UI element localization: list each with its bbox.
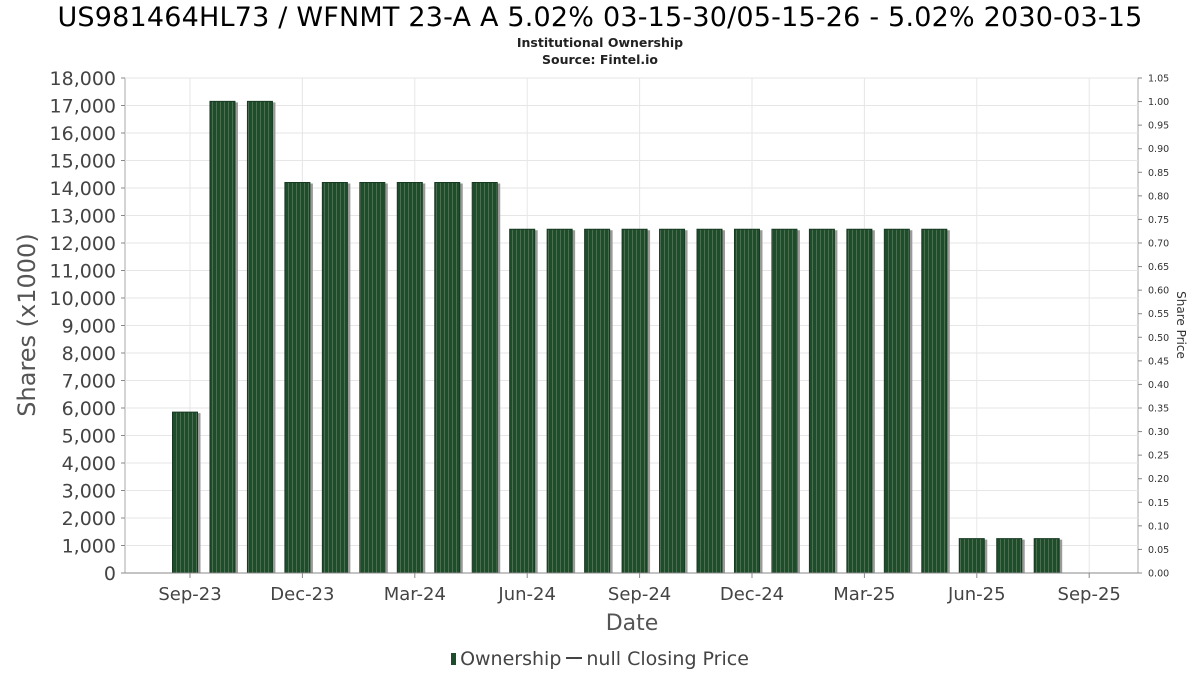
chart-source: Source: Fintel.io xyxy=(542,52,658,67)
y2-axis-label: Share Price xyxy=(1174,291,1188,359)
ownership-bar xyxy=(696,228,723,574)
y-tick-label: 7,000 xyxy=(62,371,116,393)
y-tick-label: 16,000 xyxy=(50,123,116,145)
x-axis-label: Date xyxy=(606,611,659,636)
ownership-bar xyxy=(846,228,873,574)
y-tick-label: 0 xyxy=(104,563,116,585)
x-tick-label: Jun-24 xyxy=(497,584,556,605)
ownership-bar xyxy=(209,100,236,574)
price-legend-label: null Closing Price xyxy=(586,648,749,670)
ownership-bar xyxy=(359,182,386,574)
ownership-bar xyxy=(172,411,198,574)
ownership-bar xyxy=(883,228,910,574)
y2-tick-label: 0.90 xyxy=(1148,144,1169,155)
ownership-bar xyxy=(659,228,686,574)
y2-tick-label: 0.30 xyxy=(1148,427,1169,438)
x-tick-label: Sep-24 xyxy=(608,584,671,605)
y-tick-label: 5,000 xyxy=(62,426,116,448)
ownership-bar xyxy=(1033,538,1060,574)
y-tick-label: 18,000 xyxy=(50,68,116,90)
y-tick-label: 6,000 xyxy=(62,398,116,420)
y2-tick-label: 0.05 xyxy=(1148,545,1169,556)
x-tick-label: Sep-23 xyxy=(158,584,221,605)
ownership-bar xyxy=(996,538,1023,574)
chart-legend: Ownership null Closing Price xyxy=(0,648,1200,670)
y-tick-label: 3,000 xyxy=(62,481,116,503)
ownership-legend-swatch xyxy=(451,653,457,665)
y-tick-label: 13,000 xyxy=(50,206,116,228)
y2-tick-label: 0.80 xyxy=(1148,191,1169,202)
y2-tick-label: 0.95 xyxy=(1148,121,1169,132)
y-tick-label: 1,000 xyxy=(62,536,116,558)
y-tick-label: 17,000 xyxy=(50,96,116,118)
y2-tick-label: 0.50 xyxy=(1148,333,1169,344)
x-tick-label: Dec-23 xyxy=(270,584,334,605)
y-tick-label: 11,000 xyxy=(50,261,116,283)
y-tick-label: 2,000 xyxy=(62,508,116,530)
y-tick-label: 9,000 xyxy=(62,316,116,338)
ownership-bar xyxy=(321,182,348,574)
y2-tick-label: 1.00 xyxy=(1148,97,1169,108)
y2-tick-label: 0.65 xyxy=(1148,262,1169,273)
chart-subtitle: Institutional Ownership xyxy=(516,35,684,50)
y2-tick-label: 0.60 xyxy=(1148,286,1169,297)
ownership-bar xyxy=(246,100,273,574)
ownership-bar xyxy=(396,182,423,574)
y2-tick-label: 0.10 xyxy=(1148,521,1169,532)
ownership-bar xyxy=(958,538,985,574)
ownership-bar xyxy=(509,228,536,574)
y-axis-label: Shares (x1000) xyxy=(13,233,41,416)
ownership-bar xyxy=(621,228,648,574)
y-tick-label: 14,000 xyxy=(50,178,116,200)
ownership-bar xyxy=(434,182,461,574)
x-tick-label: Sep-25 xyxy=(1058,584,1121,605)
ownership-bar xyxy=(471,182,498,574)
ownership-bar xyxy=(808,228,835,574)
y2-tick-label: 1.05 xyxy=(1148,74,1169,85)
y2-tick-label: 0.85 xyxy=(1148,168,1169,179)
y2-tick-label: 0.00 xyxy=(1148,569,1169,580)
y2-tick-label: 0.45 xyxy=(1148,356,1169,367)
y-tick-label: 8,000 xyxy=(62,343,116,365)
ownership-bar xyxy=(584,228,611,574)
ownership-bar xyxy=(771,228,798,574)
ownership-bar xyxy=(546,228,573,574)
y-tick-label: 4,000 xyxy=(62,453,116,475)
y2-tick-label: 0.15 xyxy=(1148,498,1169,509)
y2-tick-label: 0.25 xyxy=(1148,451,1169,462)
ownership-bar xyxy=(921,228,948,574)
ownership-bar xyxy=(733,228,760,574)
y2-tick-label: 0.35 xyxy=(1148,404,1169,415)
y2-tick-label: 0.20 xyxy=(1148,474,1169,485)
ownership-legend-label: Ownership xyxy=(460,648,562,670)
chart-title: US981464HL73 / WFNMT 23-A A 5.02% 03-15-… xyxy=(57,2,1143,33)
price-legend-line xyxy=(566,657,583,659)
y2-tick-label: 0.70 xyxy=(1148,239,1169,250)
x-tick-label: Dec-24 xyxy=(720,584,784,605)
x-tick-label: Mar-24 xyxy=(384,584,446,605)
y2-tick-label: 0.75 xyxy=(1148,215,1169,226)
y-tick-label: 15,000 xyxy=(50,151,116,173)
ownership-bar xyxy=(284,182,311,574)
x-tick-label: Mar-25 xyxy=(833,584,895,605)
y-tick-label: 10,000 xyxy=(50,288,116,310)
y-tick-label: 12,000 xyxy=(50,233,116,255)
x-tick-label: Jun-25 xyxy=(947,584,1006,605)
y2-tick-label: 0.40 xyxy=(1148,380,1169,391)
y2-tick-label: 0.55 xyxy=(1148,309,1169,320)
